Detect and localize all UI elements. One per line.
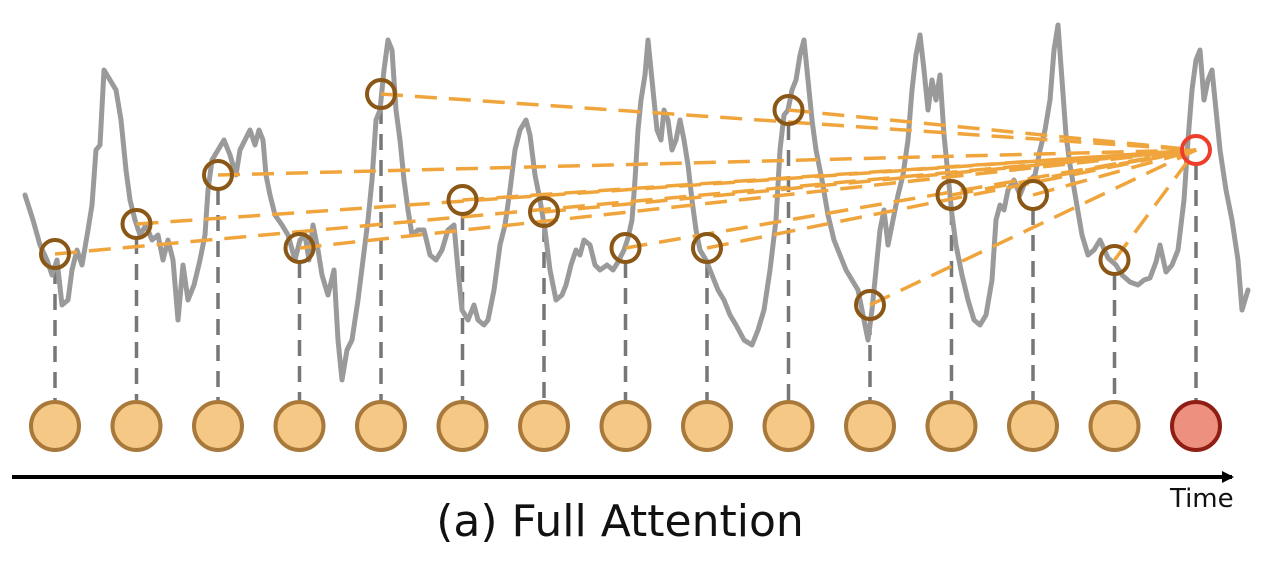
token-row bbox=[29, 400, 1222, 452]
key-marker bbox=[528, 196, 560, 228]
key-marker bbox=[772, 94, 805, 126]
token bbox=[681, 400, 733, 452]
key-marker bbox=[120, 208, 153, 240]
attention-lines bbox=[54, 92, 1198, 307]
key-marker bbox=[609, 232, 642, 264]
attention-line bbox=[869, 148, 1197, 307]
key-marker bbox=[854, 289, 886, 321]
key-marker bbox=[1098, 244, 1131, 276]
key-marker bbox=[691, 232, 723, 264]
attention-line bbox=[543, 148, 1197, 214]
attention-line bbox=[299, 148, 1197, 250]
token bbox=[436, 400, 489, 452]
key-marker bbox=[446, 184, 479, 216]
key-marker bbox=[39, 238, 71, 270]
attention-line bbox=[788, 108, 1197, 152]
query-token bbox=[1170, 400, 1222, 452]
key-marker bbox=[283, 232, 316, 264]
key-marker bbox=[1017, 179, 1049, 211]
attention-line bbox=[1032, 148, 1197, 197]
attention-line bbox=[1113, 148, 1198, 262]
token bbox=[1007, 400, 1059, 452]
attention-line bbox=[951, 148, 1197, 197]
vertical-connectors bbox=[53, 108, 1198, 400]
token bbox=[762, 400, 815, 452]
key-marker bbox=[365, 78, 397, 110]
token bbox=[29, 400, 81, 452]
key-marker bbox=[202, 159, 234, 191]
figure-caption: (a) Full Attention bbox=[436, 496, 804, 547]
token bbox=[844, 400, 896, 452]
query-marker bbox=[1180, 134, 1212, 166]
token bbox=[518, 400, 570, 452]
token bbox=[925, 400, 978, 452]
token bbox=[192, 400, 244, 452]
token bbox=[110, 400, 163, 452]
key-marker bbox=[935, 179, 968, 211]
signal-markers bbox=[39, 78, 1212, 321]
token bbox=[599, 400, 652, 452]
attention-line bbox=[462, 148, 1197, 202]
attention-line bbox=[706, 148, 1197, 250]
token bbox=[355, 400, 407, 452]
attention-line bbox=[217, 148, 1197, 177]
time-axis-label: Time bbox=[1170, 484, 1234, 514]
token bbox=[273, 400, 326, 452]
token bbox=[1088, 400, 1141, 452]
